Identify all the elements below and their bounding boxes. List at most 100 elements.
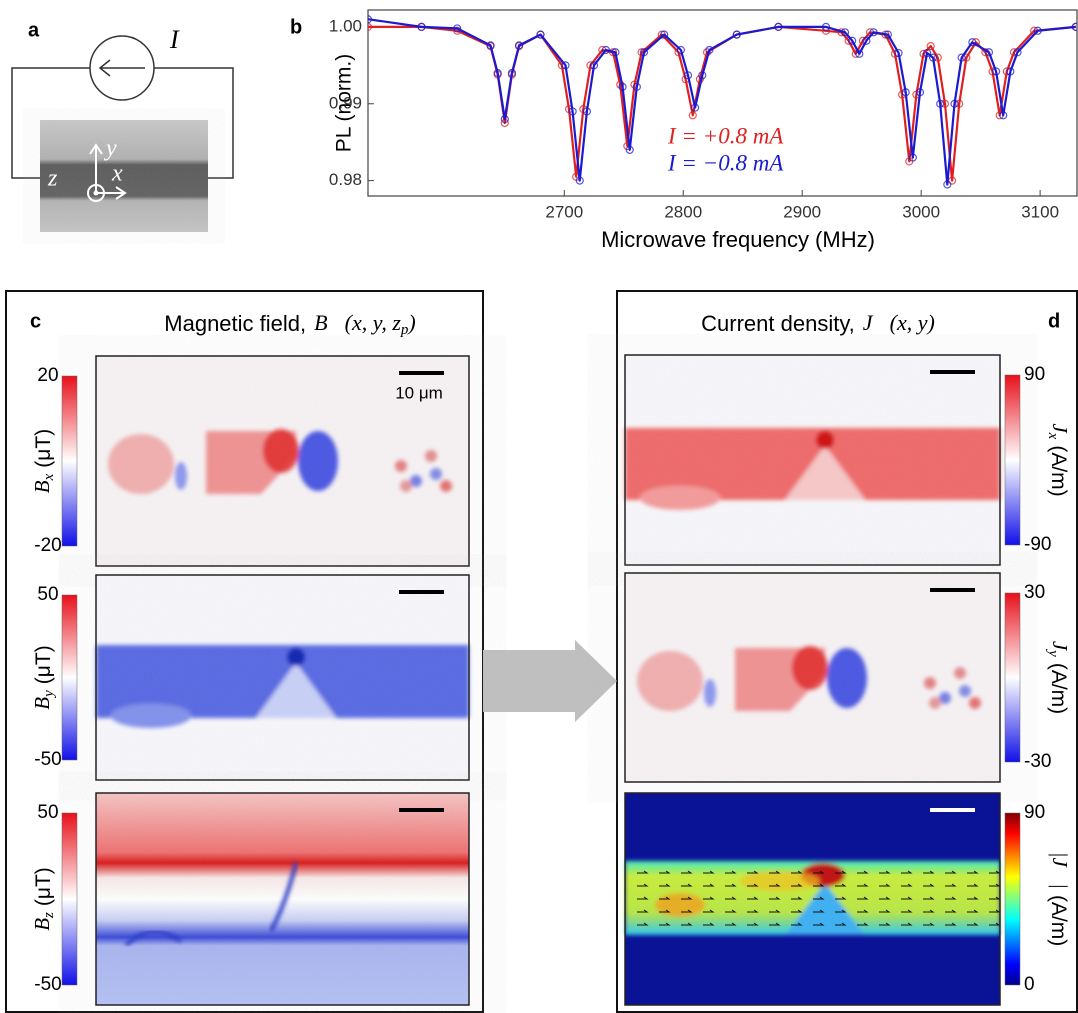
maps: 10 μm 20 -20 Bx (μT) 50 -50 By (μT) 50 -50 Bz (μT) 90… — [30, 354, 1073, 1006]
band-notch — [785, 883, 865, 935]
current-arrow — [967, 896, 979, 900]
current-arrow — [923, 896, 935, 900]
y-tick-label: 1.00 — [329, 16, 362, 35]
current-arrow — [747, 896, 759, 900]
current-arrow — [967, 909, 979, 913]
colorbar-tick-label: -30 — [1024, 751, 1051, 772]
legend-entry: I = +0.8 mA — [667, 123, 784, 148]
current-arrow — [725, 883, 737, 887]
current-arrow — [791, 883, 803, 887]
unit: (μT) — [32, 645, 55, 684]
current-arrow — [967, 883, 979, 887]
current-arrow — [967, 870, 979, 874]
y-axis-label: PL (norm.) — [333, 54, 356, 152]
panel-label: a — [28, 19, 40, 41]
current-arrow — [923, 883, 935, 887]
current-arrow — [901, 909, 913, 913]
colorbar-tick-label: 90 — [1024, 802, 1045, 823]
current-arrow — [923, 922, 935, 926]
panel-label: d — [1048, 310, 1060, 332]
current-arrow — [813, 896, 825, 900]
flow-arrow — [483, 640, 617, 722]
colorbar — [1004, 374, 1021, 546]
fit-line — [368, 18, 1076, 186]
colorbar — [61, 375, 78, 547]
current-arrow — [901, 870, 913, 874]
current-arrow — [791, 870, 803, 874]
current-arrow — [747, 909, 759, 913]
current-arrow — [945, 870, 957, 874]
current-arrow — [989, 883, 1001, 887]
colorbar-label: By (μT) — [30, 645, 58, 709]
current-arrow — [659, 870, 671, 874]
map: 90 -90 Jx (A/m) — [624, 354, 1073, 566]
map: 30 -30 Jy (A/m) — [624, 572, 1072, 783]
current-source — [89, 35, 155, 101]
current-arrow — [857, 870, 869, 874]
data-point — [926, 42, 935, 51]
current-arrow — [659, 909, 671, 913]
series — [368, 15, 1077, 189]
plot-frame — [367, 9, 1078, 197]
current-arrow — [989, 896, 1001, 900]
colorbar-label: Jx (A/m) — [1045, 423, 1073, 496]
current-arrow — [879, 896, 891, 900]
image-texture — [40, 120, 208, 232]
current-arrow — [725, 909, 737, 913]
current-arrow — [989, 909, 1001, 913]
colorbar-tick-label: 50 — [37, 802, 58, 823]
panel-label: c — [30, 310, 41, 332]
colorbar-tick-label: 50 — [37, 584, 58, 605]
current-arrow — [945, 909, 957, 913]
panel-label: b — [290, 16, 302, 38]
current-arrow — [813, 883, 825, 887]
current-arrow — [945, 883, 957, 887]
current-arrow — [747, 870, 759, 874]
current-arrow — [879, 909, 891, 913]
panel-title: Current density, J⃗(x, y) — [701, 310, 935, 336]
current-arrow — [747, 922, 759, 926]
current-arrow — [813, 909, 825, 913]
map-texture — [625, 573, 1000, 782]
map-texture — [625, 355, 1000, 565]
map: 50 -50 Bz (μT) — [30, 792, 470, 1006]
current-arrow — [791, 896, 803, 900]
current-arrow-head — [98, 59, 111, 77]
current-arrow — [637, 883, 649, 887]
current-arrow — [681, 870, 693, 874]
current-arrow — [747, 883, 759, 887]
current-arrow — [901, 922, 913, 926]
subscript: x — [41, 473, 57, 481]
panel-frame — [616, 290, 1078, 1013]
map-frame — [624, 792, 1001, 1006]
colorbar-tick-label: -90 — [1024, 534, 1051, 555]
plot: 2700 2800 2900 3000 3100 0.98 0.99 1.00 I = +0.8… — [329, 15, 1077, 221]
data-point — [862, 36, 871, 45]
colorbar — [61, 594, 78, 761]
current-arrow — [769, 883, 781, 887]
colorbar-label: Bx (μT) — [30, 429, 58, 493]
axes-glyph — [87, 143, 127, 202]
data-point — [660, 30, 669, 39]
current-arrow — [901, 883, 913, 887]
current-arrow — [725, 896, 737, 900]
current-arrow — [703, 922, 715, 926]
feature — [655, 893, 705, 917]
unit: (μT) — [32, 867, 55, 906]
legend-entry: I = −0.8 mA — [667, 150, 784, 175]
current-arrow — [945, 922, 957, 926]
y-tick-label: 0.98 — [329, 170, 362, 189]
x-tick-label: 2800 — [664, 202, 702, 221]
map: 50 -50 By (μT) — [30, 574, 470, 781]
unit: (μT) — [32, 429, 55, 468]
data-point — [848, 36, 857, 45]
current-arrow — [857, 922, 869, 926]
current-arrow — [659, 883, 671, 887]
wire — [154, 67, 234, 179]
current-arrow — [703, 896, 715, 900]
current-arrow — [813, 922, 825, 926]
current-arrow — [857, 909, 869, 913]
colorbar-tick-label: 20 — [37, 365, 58, 386]
current-arrow — [857, 883, 869, 887]
current-arrow — [769, 922, 781, 926]
